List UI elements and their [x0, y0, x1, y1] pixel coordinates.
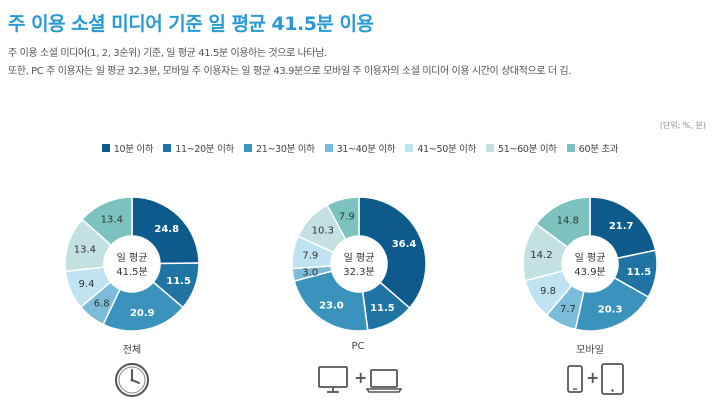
chart-label-mobile: 모바일 [576, 345, 604, 356]
legend-item-2: 11~20분 이하 [163, 141, 234, 155]
legend-item-6: 51~60분 이하 [486, 141, 557, 155]
monitor-plus-laptop-icon: + [316, 364, 406, 396]
slice-label-mobile-1: 21.7 [609, 221, 634, 232]
clock-icon [115, 363, 149, 397]
slice-label-mobile-6: 14.2 [530, 250, 552, 261]
legend-item-1: 10분 이하 [101, 141, 154, 155]
legend-swatch-5 [405, 144, 414, 152]
chart-label-total: 전체 [122, 345, 142, 356]
slice-label-pc-4: 3.0 [302, 268, 318, 279]
legend-swatch-4 [324, 144, 333, 152]
legend-swatch-1 [101, 144, 110, 152]
plus-sign-mobile: + [586, 368, 600, 387]
slice-pc-3 [293, 270, 369, 332]
legend-swatch-7 [566, 144, 575, 152]
slice-pc-7 [326, 196, 360, 241]
legend-item-7: 60분 초과 [566, 141, 619, 155]
legend-label-7: 60분 초과 [578, 144, 619, 155]
legend-swatch-3 [243, 144, 252, 152]
slice-label-mobile-5: 9.8 [540, 286, 556, 297]
chart-label-pc: PC [351, 341, 365, 352]
legend-label-1: 10분 이하 [113, 144, 154, 155]
legend-swatch-6 [486, 144, 495, 152]
slice-label-pc-1: 36.4 [392, 239, 417, 250]
legend-item-5: 41~50분 이하 [405, 141, 476, 155]
legend-label-4: 31~40분 이하 [336, 144, 396, 155]
slice-mobile-7 [535, 196, 591, 249]
phone-tablet-icon-graphic [567, 363, 624, 395]
center-label-line1-pc: 일 평균 [344, 252, 375, 264]
slice-label-total-5: 9.4 [79, 279, 95, 290]
center-label-line1-mobile: 일 평균 [575, 252, 606, 264]
center-label-line1-total: 일 평균 [117, 252, 148, 264]
plus-sign-pc: + [354, 368, 368, 387]
legend-label-5: 41~50분 이하 [417, 144, 477, 155]
description-line-2: 또한, PC 주 이용자는 일 평균 32.3분, 모바일 주 이용자는 일 평… [8, 66, 572, 77]
legend-swatch-2 [163, 144, 172, 152]
slice-label-total-3: 20.9 [130, 308, 155, 319]
description-line-1: 주 이용 소셜 미디어(1, 2, 3순위) 기준, 일 평균 41.5분 이용… [8, 48, 327, 59]
slice-label-pc-6: 10.3 [312, 226, 334, 237]
slice-label-pc-3: 23.0 [319, 301, 344, 312]
slice-pc-1 [358, 196, 427, 310]
slice-label-mobile-2: 11.5 [627, 267, 652, 278]
legend-label-3: 21~30분 이하 [255, 144, 315, 155]
slice-label-mobile-3: 20.3 [598, 305, 623, 316]
legend-label-6: 51~60분 이하 [498, 144, 557, 155]
slice-label-total-7: 13.4 [101, 214, 123, 225]
page-title: 주 이용 소셜 미디어 기준 일 평균 41.5분 이용 [8, 13, 374, 35]
monitor-laptop-icon-graphic [318, 366, 403, 393]
slice-label-total-1: 24.8 [154, 224, 179, 235]
slice-label-pc-7: 7.9 [339, 212, 355, 223]
legend-item-3: 21~30분 이하 [243, 141, 315, 155]
legend-label-2: 11~20분 이하 [175, 144, 234, 155]
legend-item-4: 31~40분 이하 [324, 141, 396, 155]
center-label-line2-mobile: 43.9분 [574, 266, 605, 278]
phone-plus-tablet-icon: + [564, 362, 626, 398]
unit-note: (단위: %, 분) [659, 121, 706, 130]
chart-legend: 10분 이하 11~20분 이하 21~30분 이하 31~40분 이하 41~… [0, 141, 720, 155]
slice-label-mobile-7: 14.8 [557, 215, 579, 226]
slice-label-pc-2: 11.5 [370, 303, 395, 314]
slice-total-7 [81, 196, 133, 247]
slice-label-total-6: 13.4 [74, 244, 96, 255]
slice-mobile-1 [589, 196, 657, 260]
slice-label-total-4: 6.8 [94, 299, 110, 310]
center-label-line2-pc: 32.3분 [343, 266, 374, 278]
slice-label-mobile-4: 7.7 [560, 304, 576, 315]
slice-total-1 [131, 196, 200, 265]
slice-label-total-2: 11.5 [166, 276, 191, 287]
slice-label-pc-5: 7.9 [302, 251, 318, 262]
center-label-line2-total: 41.5분 [116, 266, 147, 278]
